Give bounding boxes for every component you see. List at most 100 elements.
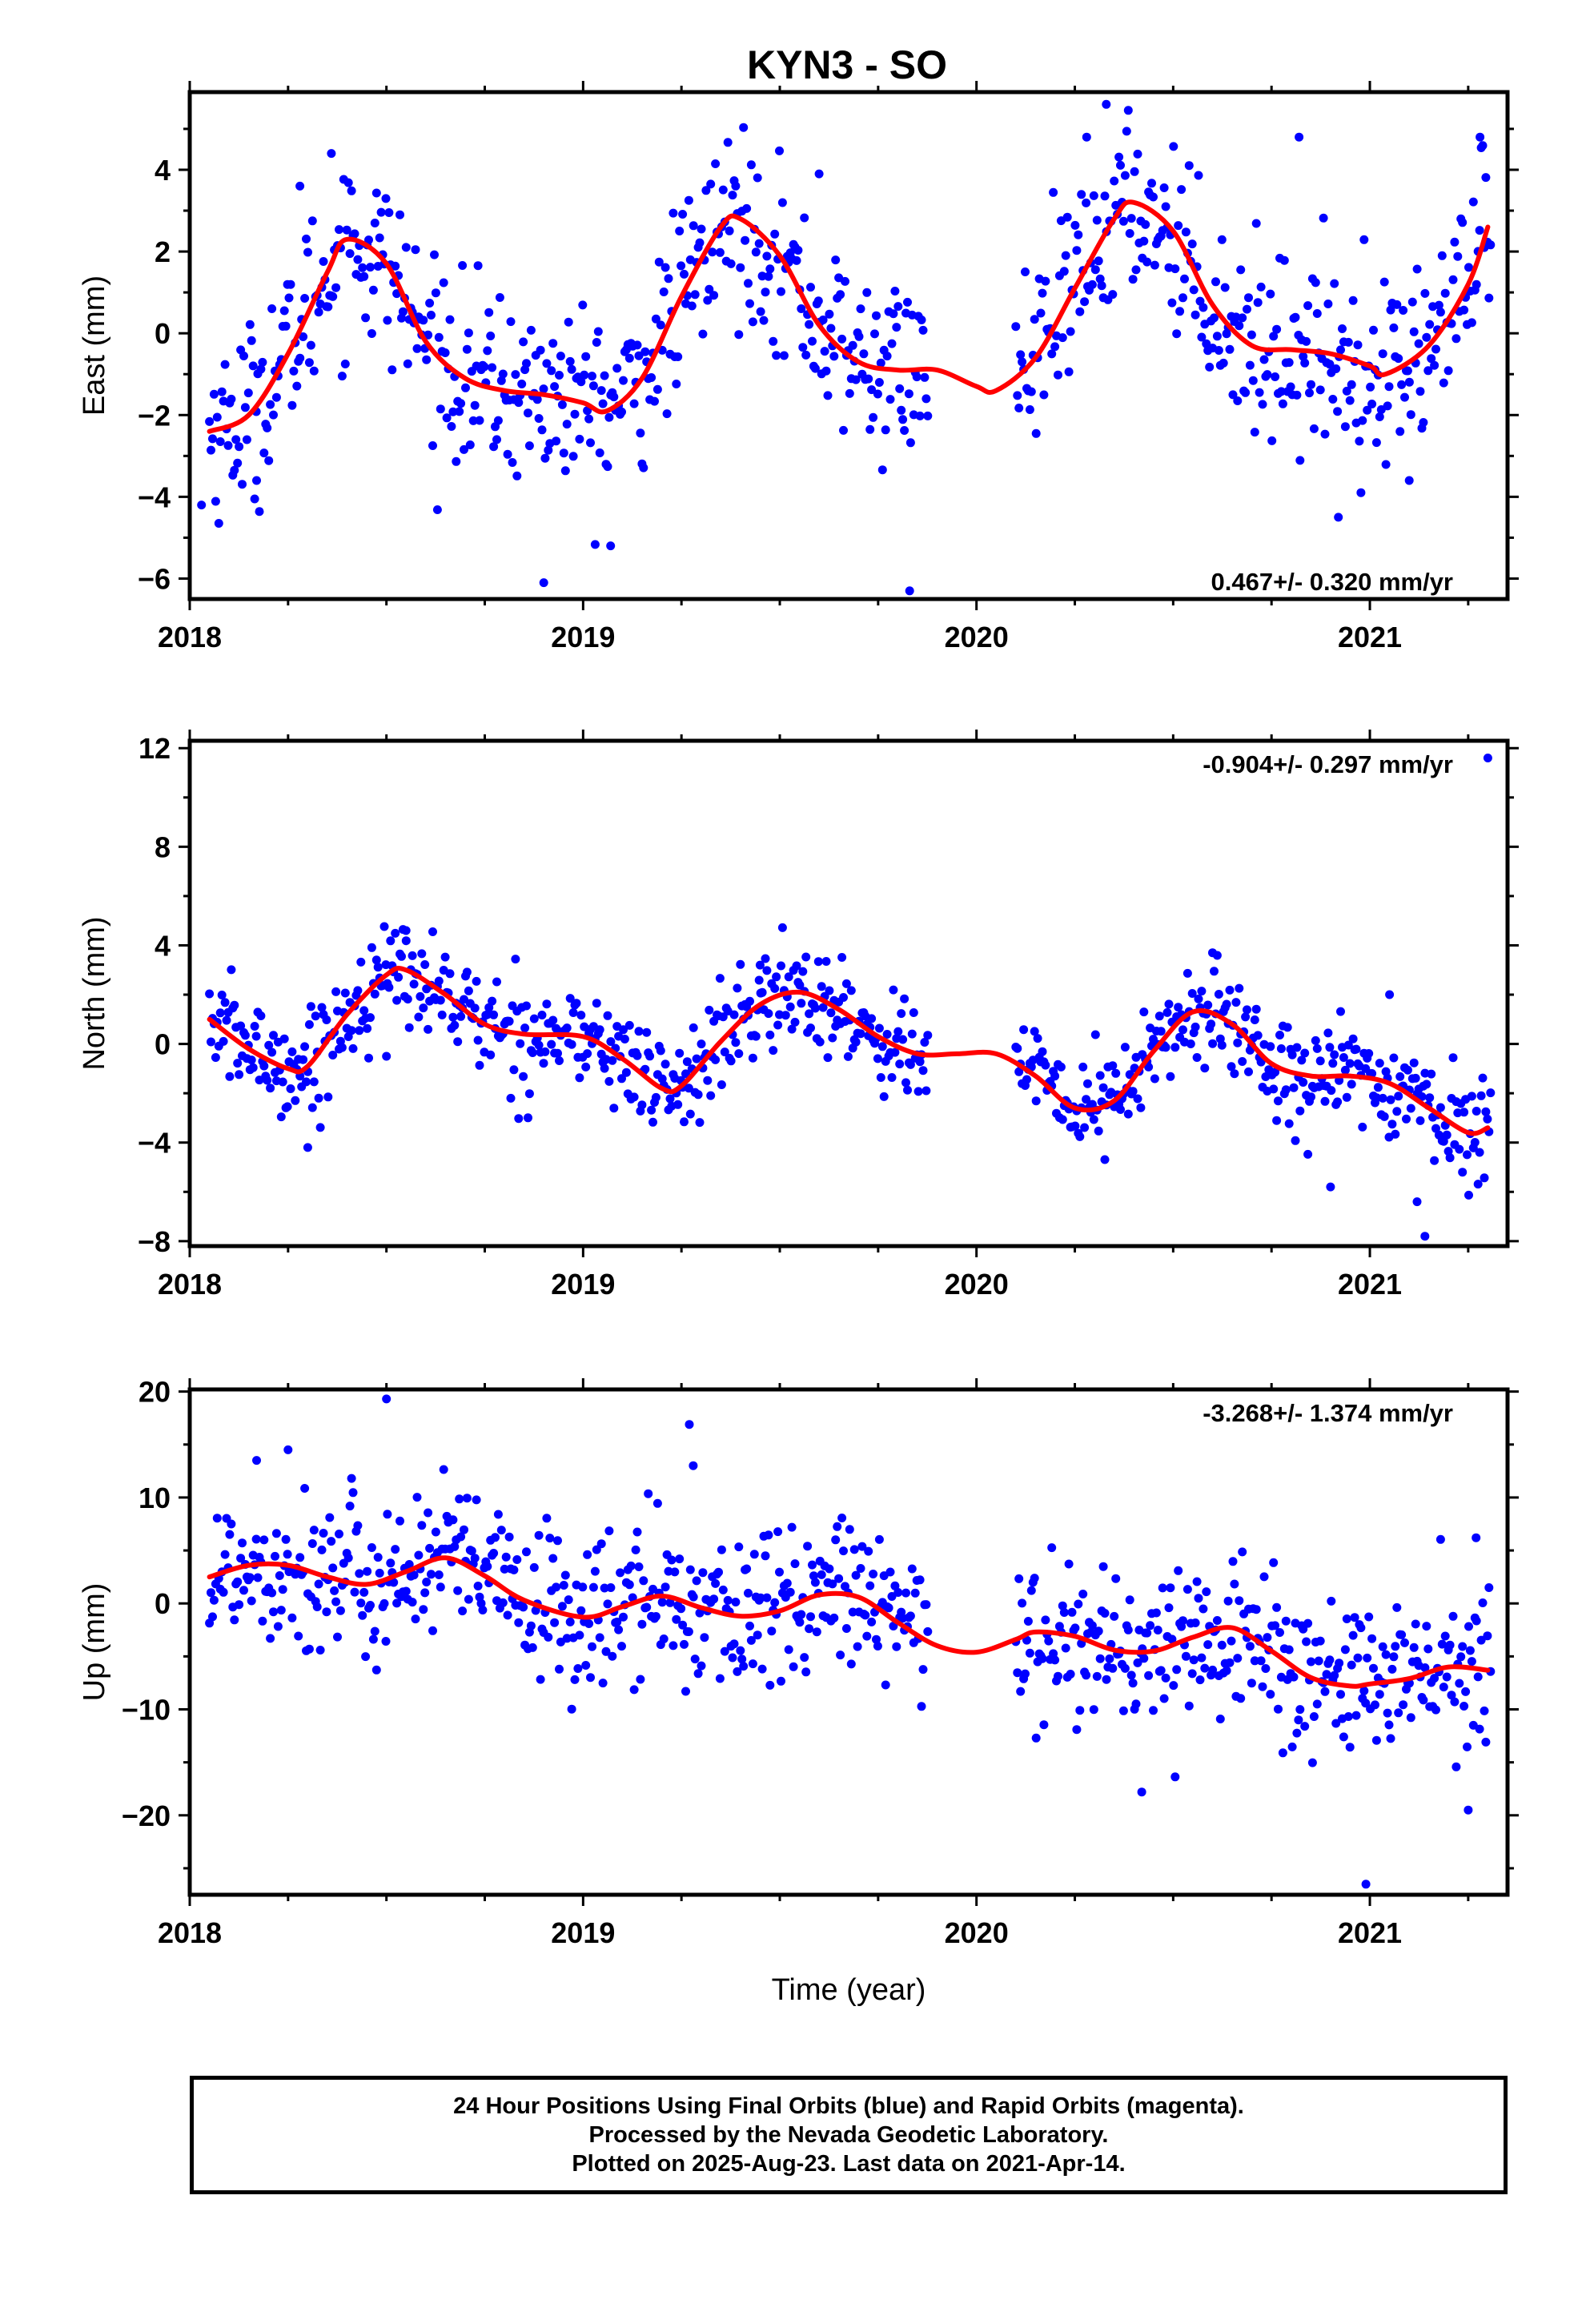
- up-outlier-point: [1137, 1787, 1146, 1797]
- north-data-point: [609, 1104, 619, 1113]
- up-data-point: [1356, 1623, 1366, 1633]
- north-data-point: [682, 1057, 692, 1067]
- north-data-point: [1031, 1096, 1041, 1106]
- east-data-point: [619, 376, 628, 385]
- east-data-point: [337, 372, 347, 381]
- up-data-point: [825, 1564, 834, 1574]
- east-data-point: [1041, 276, 1050, 286]
- east-data-point: [1392, 300, 1402, 309]
- east-data-point: [524, 441, 534, 451]
- up-plot-frame: [187, 1387, 1510, 1897]
- up-y-tick-label: 20: [139, 1376, 171, 1409]
- up-data-point: [1391, 1642, 1400, 1651]
- north-data-point: [1014, 1067, 1024, 1076]
- north-data-point: [401, 936, 411, 946]
- up-data-point: [476, 1598, 486, 1608]
- north-data-point: [511, 955, 520, 964]
- north-data-point: [460, 995, 468, 1004]
- north-data-point: [1203, 1000, 1213, 1010]
- up-data-point: [401, 1586, 411, 1596]
- east-data-point: [568, 452, 578, 461]
- east-data-point: [580, 370, 589, 380]
- north-data-point: [1136, 1103, 1146, 1112]
- up-data-point: [328, 1563, 338, 1573]
- up-data-point: [1144, 1671, 1154, 1680]
- up-data-point: [1392, 1602, 1402, 1612]
- north-data-point: [391, 928, 400, 938]
- north-data-point: [893, 1027, 903, 1036]
- east-data-point: [593, 327, 603, 336]
- up-data-point: [233, 1577, 243, 1586]
- up-data-point: [1208, 1665, 1218, 1675]
- east-data-point: [1395, 427, 1405, 436]
- up-data-point: [586, 1673, 595, 1683]
- up-data-point: [409, 1570, 419, 1580]
- east-data-point: [447, 422, 456, 431]
- up-data-point: [1050, 1655, 1060, 1665]
- up-data-point: [848, 1607, 857, 1617]
- up-data-point: [737, 1655, 747, 1664]
- east-data-point: [1177, 185, 1186, 195]
- east-data-point: [1202, 339, 1211, 348]
- north-data-point: [818, 1003, 828, 1012]
- up-data-point: [259, 1535, 269, 1545]
- up-data-point: [1169, 1681, 1178, 1691]
- east-data-point: [345, 249, 355, 259]
- north-data-point: [489, 1010, 499, 1019]
- plot-title: KYN3 - SO: [747, 42, 947, 87]
- north-data-point: [509, 1065, 519, 1075]
- up-data-point: [1342, 1614, 1351, 1623]
- north-data-point: [247, 1055, 256, 1065]
- east-plot-frame: [187, 90, 1510, 601]
- east-data-point: [366, 263, 375, 272]
- up-x-tick-label: 2020: [945, 1916, 1009, 1949]
- up-data-point: [921, 1600, 931, 1610]
- east-data-point: [659, 287, 669, 296]
- north-data-point: [286, 1084, 295, 1093]
- north-data-point: [898, 1035, 908, 1044]
- north-data-point: [1297, 1055, 1307, 1065]
- up-data-point: [207, 1588, 215, 1598]
- north-data-point: [680, 1117, 689, 1127]
- north-data-point: [428, 927, 437, 936]
- up-points: [205, 1394, 1496, 1889]
- east-y-tick-label: 2: [155, 235, 171, 268]
- north-data-point: [874, 1023, 884, 1033]
- up-data-point: [347, 1474, 356, 1483]
- up-data-point: [383, 1510, 392, 1519]
- north-data-point: [790, 1017, 800, 1027]
- east-data-point: [239, 352, 248, 360]
- up-data-point: [1108, 1663, 1118, 1673]
- up-data-point: [219, 1587, 228, 1597]
- north-data-point: [1427, 1069, 1436, 1079]
- east-data-point: [1036, 308, 1046, 318]
- east-data-point: [820, 347, 829, 356]
- north-data-point: [905, 1059, 915, 1069]
- north-data-point: [772, 972, 781, 982]
- east-data-point: [1443, 366, 1453, 376]
- north-x-tick-label: 2020: [945, 1268, 1009, 1301]
- north-data-point: [592, 999, 601, 1008]
- east-data-point: [609, 392, 619, 402]
- up-data-point: [361, 1652, 371, 1662]
- up-data-point: [890, 1581, 900, 1590]
- north-data-point: [572, 999, 581, 1008]
- east-data-point: [422, 355, 432, 364]
- up-data-point: [1335, 1659, 1344, 1668]
- up-data-point: [1458, 1642, 1468, 1651]
- up-data-point: [379, 1598, 389, 1608]
- east-data-point: [1255, 388, 1264, 397]
- east-outlier-point: [295, 181, 305, 191]
- east-data-point: [592, 338, 601, 347]
- east-data-point: [231, 435, 241, 444]
- east-data-point: [496, 376, 506, 385]
- east-outlier-point: [197, 501, 207, 510]
- north-data-point: [287, 1047, 297, 1056]
- up-data-point: [748, 1659, 757, 1669]
- up-data-point: [1105, 1654, 1114, 1663]
- east-data-point: [792, 255, 801, 265]
- up-data-point: [317, 1545, 327, 1554]
- east-data-point: [1371, 438, 1381, 448]
- up-data-point: [873, 1642, 882, 1651]
- north-data-point: [657, 1074, 667, 1084]
